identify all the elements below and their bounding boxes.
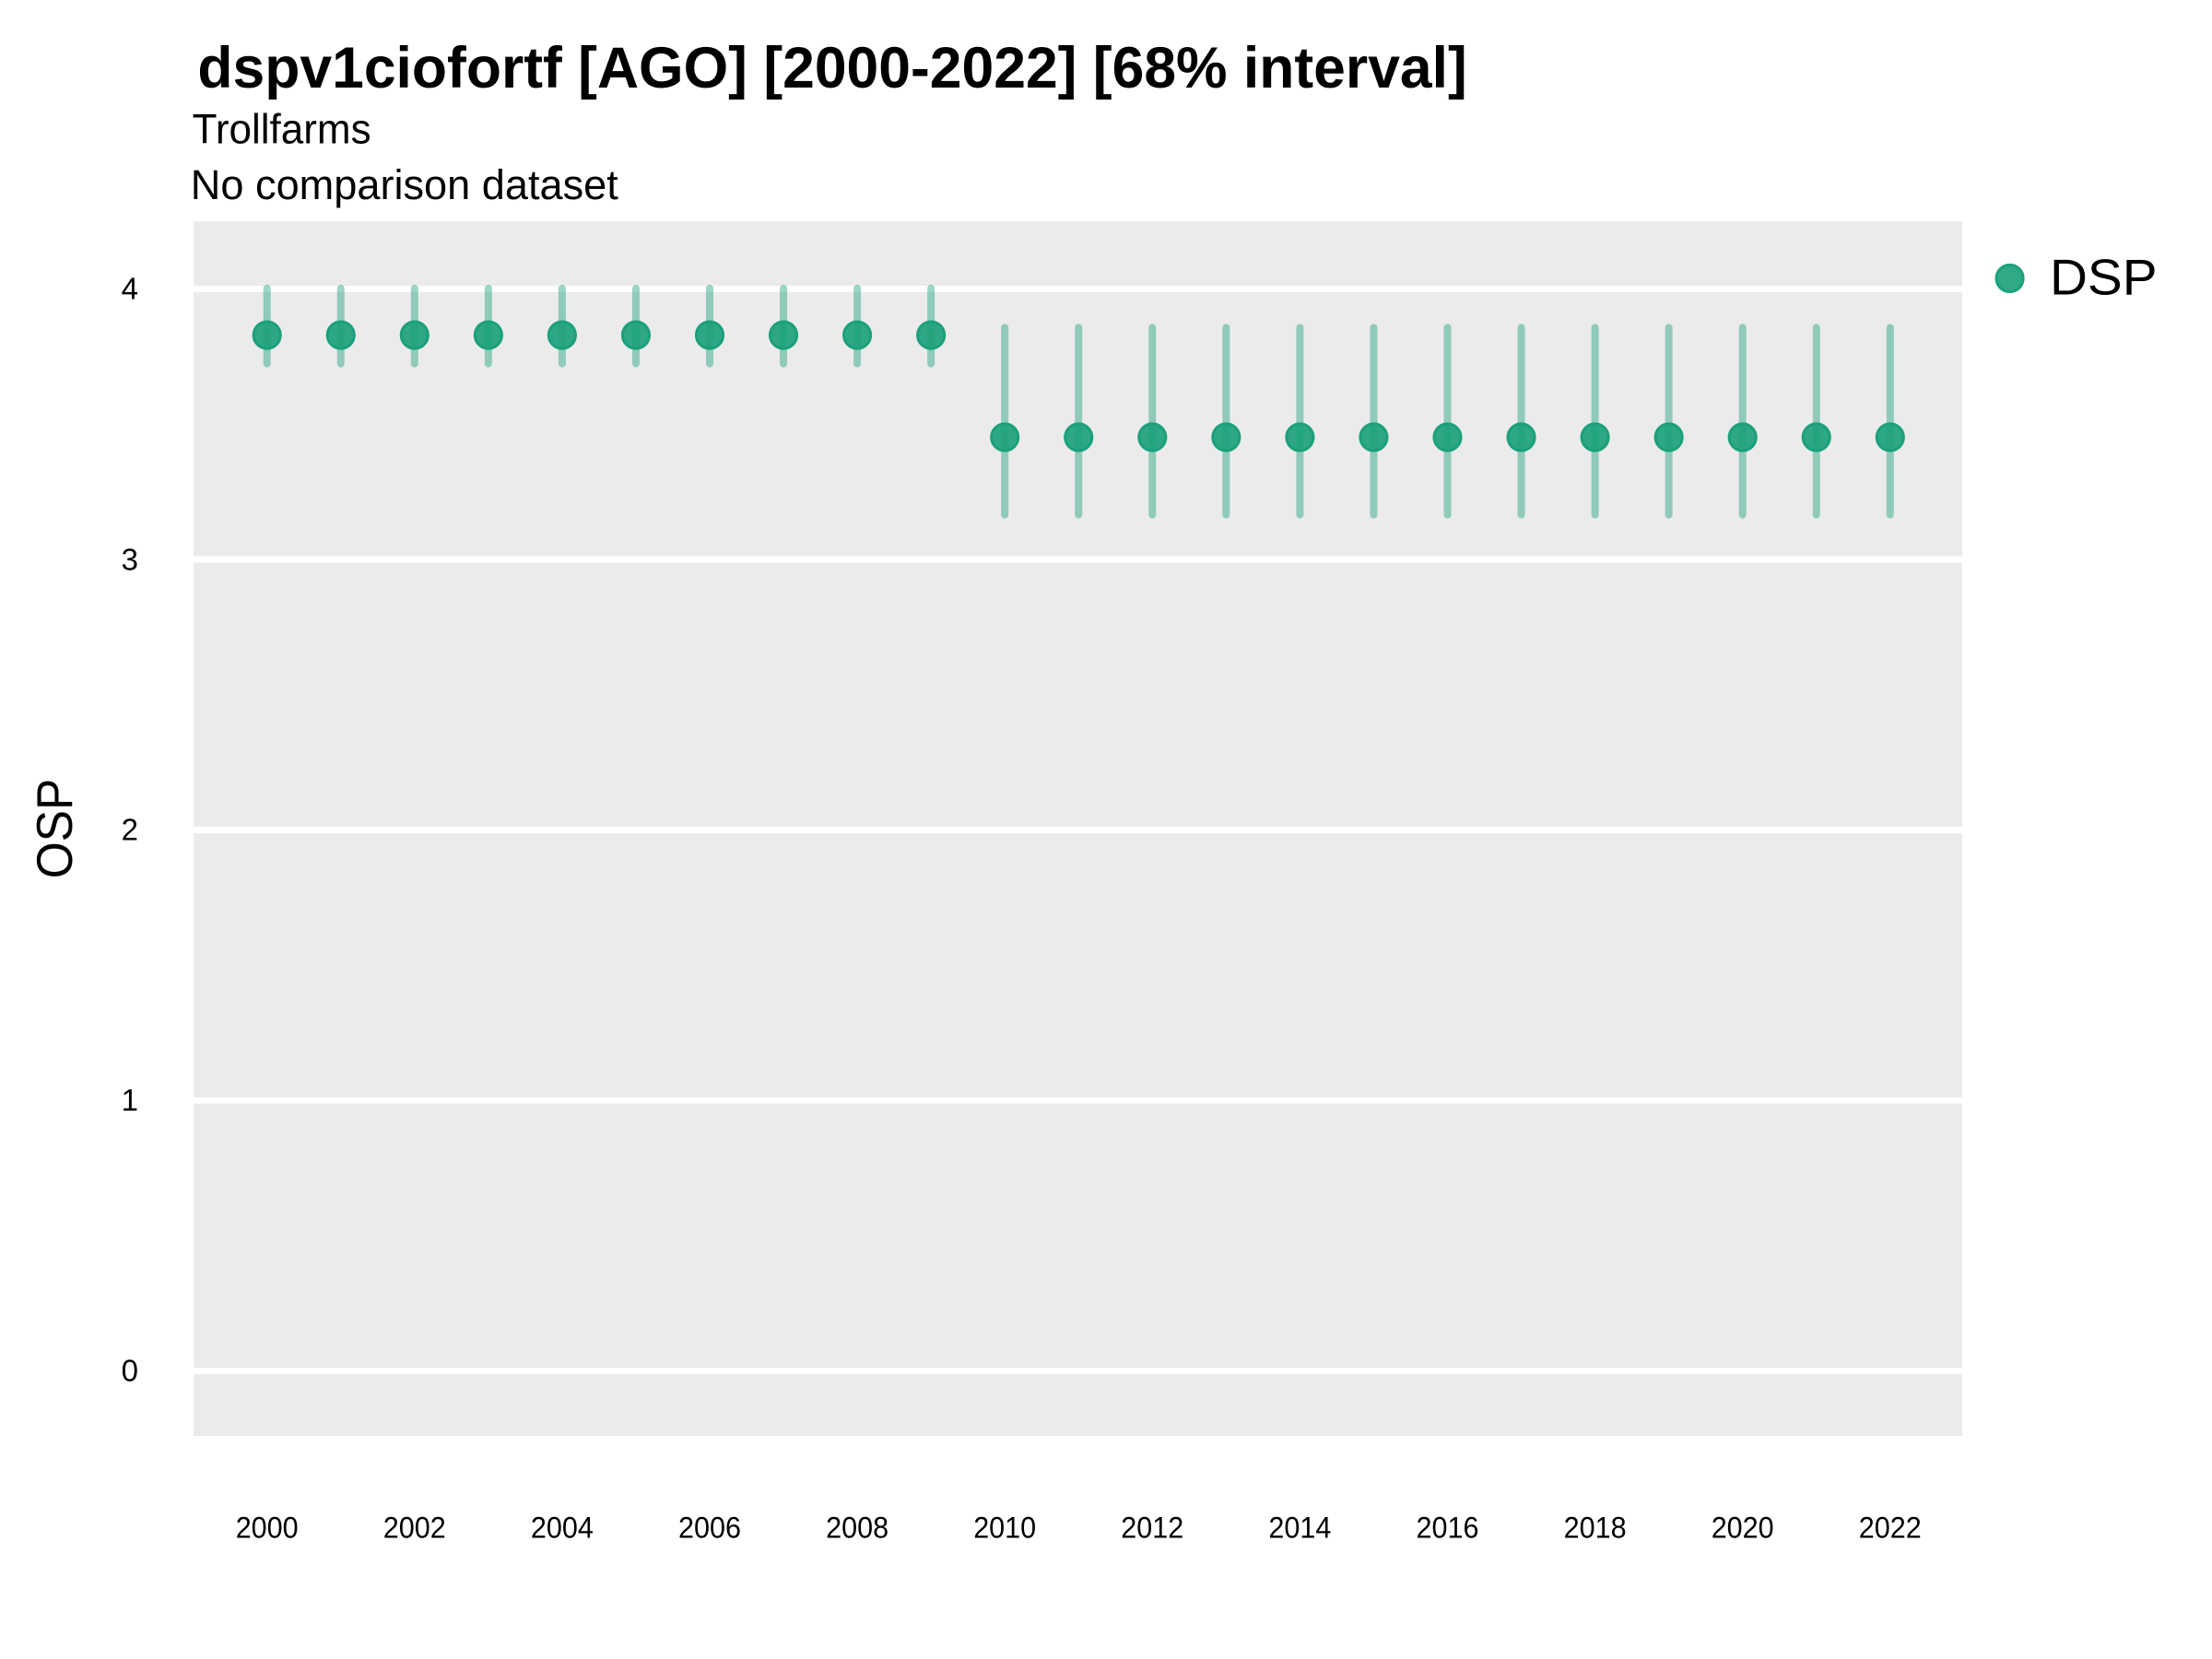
svg-text:4: 4 — [122, 272, 138, 306]
svg-text:2020: 2020 — [1712, 1512, 1774, 1545]
svg-text:2022: 2022 — [1859, 1512, 1922, 1545]
svg-text:0: 0 — [122, 1354, 138, 1388]
svg-text:OSP: OSP — [27, 779, 83, 879]
svg-text:2018: 2018 — [1564, 1512, 1627, 1545]
svg-text:2016: 2016 — [1417, 1512, 1479, 1545]
svg-text:DSP: DSP — [2050, 248, 2158, 305]
svg-text:1: 1 — [122, 1083, 138, 1117]
svg-text:2010: 2010 — [973, 1512, 1036, 1545]
svg-text:2012: 2012 — [1121, 1512, 1183, 1545]
svg-text:2002: 2002 — [383, 1512, 446, 1545]
svg-text:dspv1ciofortf [AGO] [2000-2022: dspv1ciofortf [AGO] [2000-2022] [68% int… — [197, 36, 1466, 100]
svg-text:Trollfarms: Trollfarms — [193, 106, 371, 153]
svg-text:2: 2 — [122, 813, 138, 847]
svg-text:2000: 2000 — [236, 1512, 299, 1545]
svg-text:3: 3 — [122, 543, 138, 577]
svg-text:No comparison dataset: No comparison dataset — [191, 161, 618, 208]
svg-text:2014: 2014 — [1268, 1512, 1331, 1545]
svg-text:2004: 2004 — [531, 1512, 594, 1545]
svg-text:2006: 2006 — [678, 1512, 741, 1545]
svg-text:2008: 2008 — [826, 1512, 888, 1545]
